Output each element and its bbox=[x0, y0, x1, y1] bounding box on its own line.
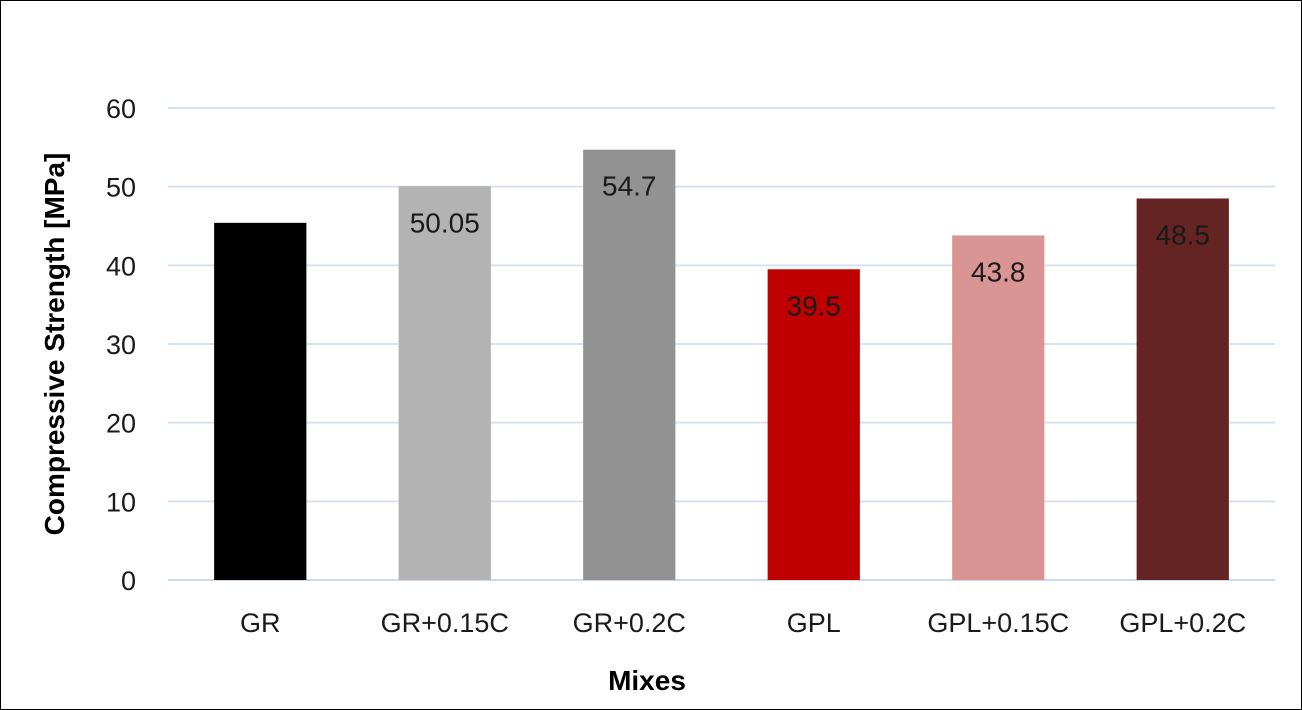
data-label: 54.7 bbox=[602, 171, 657, 202]
y-axis-title: Compressive Strength [MPa] bbox=[39, 153, 70, 536]
bar-gr-0-15c bbox=[398, 186, 491, 581]
data-label: 50.05 bbox=[410, 207, 480, 238]
y-tick-label: 0 bbox=[121, 566, 136, 596]
x-tick-label: GR bbox=[240, 608, 281, 638]
y-tick-label: 20 bbox=[106, 409, 136, 439]
gridlines bbox=[168, 107, 1275, 581]
x-tick-label: GR+0.15C bbox=[381, 608, 509, 638]
bar-gr-0-2c bbox=[583, 149, 676, 580]
y-tick-label: 50 bbox=[106, 173, 136, 203]
y-tick-label: 10 bbox=[106, 487, 136, 517]
data-label: 39.5 bbox=[787, 290, 842, 321]
y-tick-label: 30 bbox=[106, 330, 136, 360]
data-label: 43.8 bbox=[971, 256, 1026, 287]
bar-gr bbox=[214, 222, 307, 580]
bars bbox=[214, 149, 1229, 581]
x-tick-label: GPL bbox=[787, 608, 841, 638]
bar-gpl bbox=[767, 269, 860, 580]
x-tick-label: GPL+0.15C bbox=[927, 608, 1069, 638]
y-axis-ticks: 0 10 20 30 40 50 60 bbox=[106, 94, 136, 596]
y-tick-label: 40 bbox=[106, 251, 136, 281]
x-tick-label: GR+0.2C bbox=[573, 608, 686, 638]
data-label: 48.5 bbox=[1156, 219, 1211, 250]
x-axis-categories: GR GR+0.15C GR+0.2C GPL GPL+0.15C GPL+0.2C bbox=[240, 608, 1246, 638]
x-tick-label: GPL+0.2C bbox=[1119, 608, 1246, 638]
x-axis-title: Mixes bbox=[608, 665, 686, 696]
bar-gpl-0-2c bbox=[1136, 198, 1229, 580]
data-labels: 50.05 54.7 39.5 43.8 48.5 bbox=[410, 171, 1210, 322]
bar-gpl-0-15c bbox=[952, 235, 1045, 580]
y-tick-label: 60 bbox=[106, 94, 136, 124]
